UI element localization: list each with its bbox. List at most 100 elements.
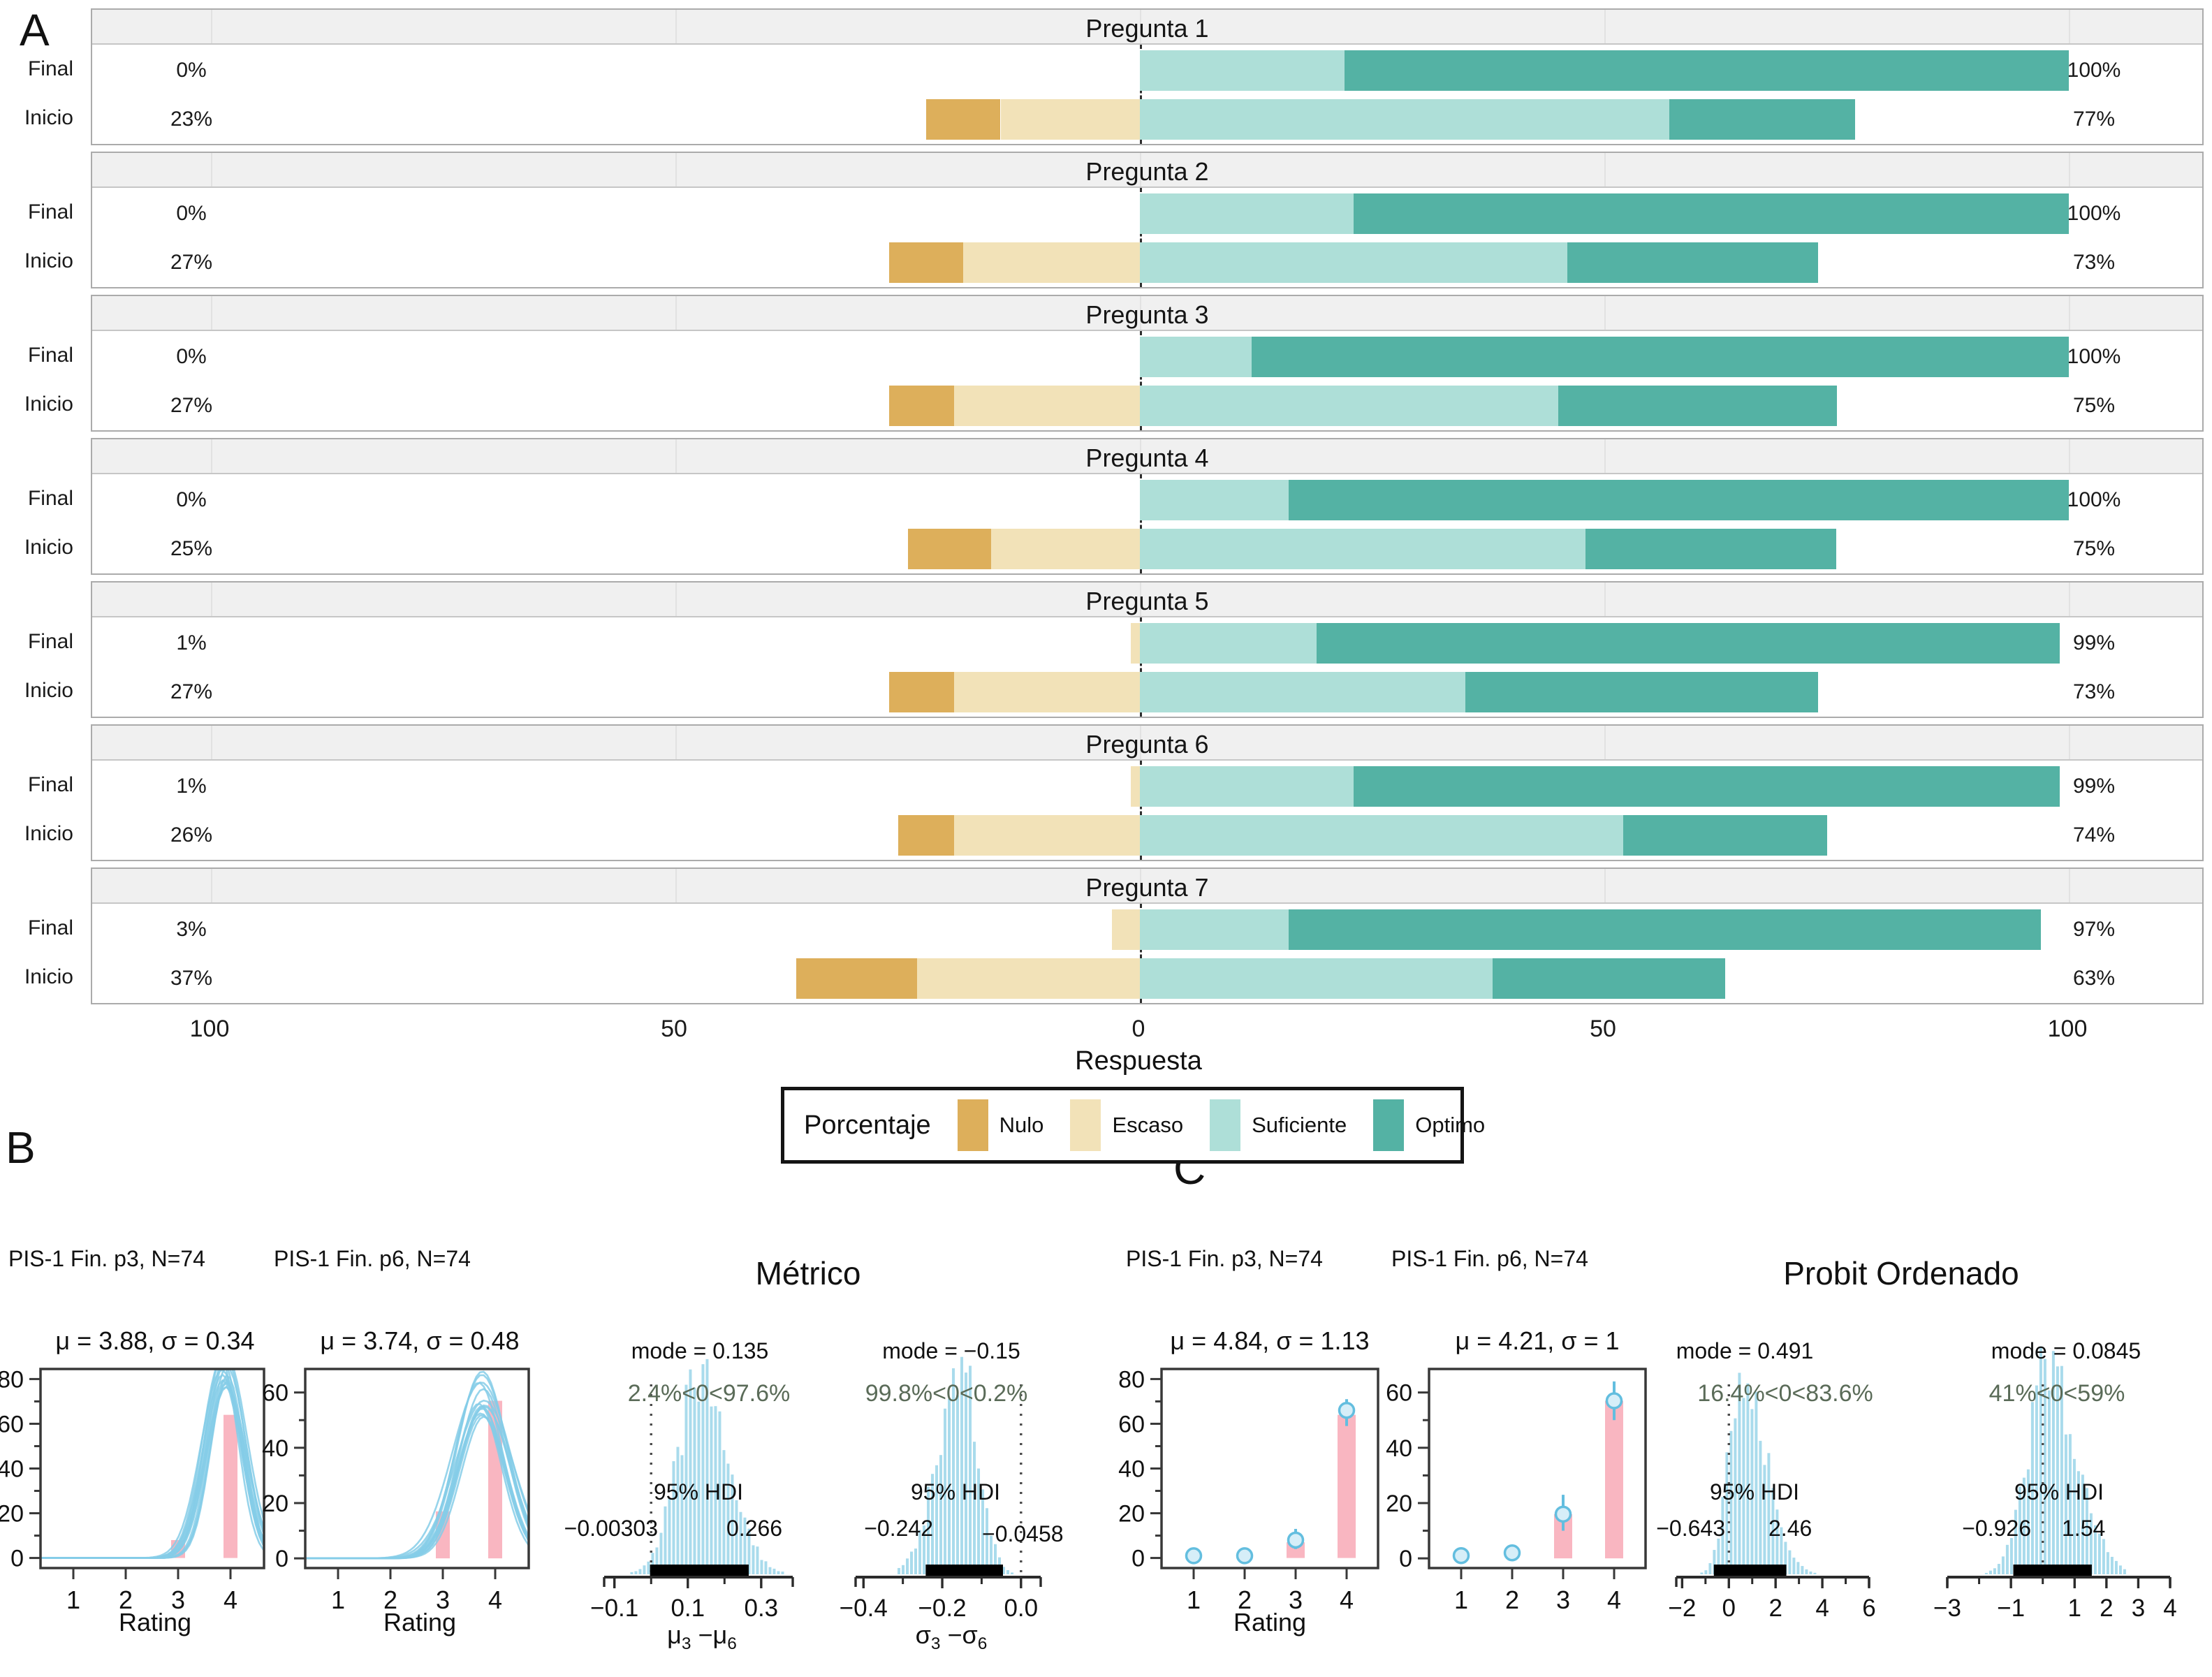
hist-sigma-mode-label: mode = −0.15 <box>882 1338 1020 1363</box>
header-gridline <box>1604 296 1606 330</box>
bar-segment-escaso <box>1130 623 1140 664</box>
header-gridline <box>2069 10 2070 43</box>
right-percent-label: 73% <box>2072 680 2116 703</box>
bar-segment-optimo <box>1251 337 2069 377</box>
hist-mu-hdi-title: 95% HDI <box>653 1479 744 1504</box>
pregunta-header: Pregunta 6 <box>92 726 2202 761</box>
row-label: Inicio <box>24 822 73 845</box>
header-gridline <box>1604 439 1606 473</box>
pink-bar <box>171 1539 185 1558</box>
pregunta-header: Pregunta 5 <box>92 583 2202 617</box>
x-tick-label: 4 <box>1340 1586 1354 1614</box>
left-percent-label: 1% <box>176 631 207 654</box>
bar-segment-optimo <box>1585 529 1837 569</box>
row-label: Inicio <box>24 536 73 559</box>
right-percent-label: 100% <box>2067 59 2121 82</box>
right-percent-label: 77% <box>2072 108 2116 131</box>
plot-c1-subtitle: μ = 4.84, σ = 1.13 <box>1170 1326 1370 1355</box>
header-gridline <box>211 869 212 902</box>
pregunta-body: 3% 97% 37% 63% <box>92 904 2202 1003</box>
legend-item: Suficiente <box>1210 1099 1347 1151</box>
legend-swatch-escaso <box>1070 1099 1101 1151</box>
legend-item: Optimo <box>1373 1099 1485 1151</box>
likert-axis-tick: 50 <box>661 1016 687 1042</box>
point-marker <box>1338 1401 1356 1419</box>
pink-bar <box>436 1511 450 1559</box>
row-label: Final <box>27 487 73 510</box>
point-marker <box>1185 1547 1203 1565</box>
hist-probit1-mode-label: mode = 0.491 <box>1676 1338 1814 1363</box>
bar-segment-escaso <box>1112 909 1140 950</box>
bar-segment-suficiente <box>1140 672 1465 712</box>
plot-b2-xlabel: Rating <box>383 1608 457 1636</box>
row-label: Inicio <box>24 249 73 272</box>
plot-frame <box>39 1368 265 1569</box>
bar-segment-escaso <box>991 529 1140 569</box>
left-percent-label: 27% <box>170 251 213 274</box>
header-gridline <box>2069 439 2070 473</box>
pink-bar <box>1554 1514 1572 1559</box>
header-gridline <box>1140 583 1141 616</box>
bar-segment-suficiente <box>1140 529 1586 569</box>
hist-tick-label: 0 <box>1722 1595 1736 1622</box>
bar-segment-escaso <box>1130 766 1140 807</box>
header-gridline <box>2069 583 2070 616</box>
row-label: Final <box>27 57 73 80</box>
hist-probit1-pct-label: 16.4%<0<83.6% <box>1697 1380 1873 1407</box>
left-percent-label: 0% <box>176 59 207 82</box>
bar-segment-suficiente <box>1140 50 1345 91</box>
likert-axis-tick: 50 <box>1590 1016 1616 1042</box>
hist-sigma-pct-label: 99.8%<0<0.2% <box>865 1380 1028 1407</box>
right-percent-label: 73% <box>2072 251 2116 274</box>
x-tick-label: 4 <box>1607 1586 1621 1614</box>
hist-tick-label: −2 <box>1668 1595 1696 1622</box>
row-label: Inicio <box>24 393 73 416</box>
header-gridline <box>211 296 212 330</box>
pregunta-title: Pregunta 5 <box>1085 587 1209 615</box>
pregunta-header: Pregunta 3 <box>92 296 2202 331</box>
pink-bar <box>1338 1414 1356 1558</box>
bar-segment-optimo <box>1493 958 1725 999</box>
bar-segment-optimo <box>1316 623 2060 664</box>
bar-segment-suficiente <box>1140 766 1354 807</box>
header-gridline <box>675 726 677 759</box>
header-gridline <box>1604 726 1606 759</box>
header-gridline <box>1604 153 1606 186</box>
bar-segment-optimo <box>1344 50 2069 91</box>
header-gridline <box>2069 726 2070 759</box>
y-tick-label: 60 <box>1386 1380 1412 1407</box>
plot-b1-xlabel: Rating <box>118 1608 192 1636</box>
hist-tick-label: 0.1 <box>671 1595 705 1622</box>
y-tick-label: 40 <box>1386 1435 1412 1462</box>
row-label: Inicio <box>24 965 73 988</box>
header-gridline <box>675 296 677 330</box>
x-tick-label: 1 <box>331 1586 345 1614</box>
right-percent-label: 100% <box>2067 488 2121 511</box>
pregunta-group: Pregunta 1 0% 100% 23% 77% <box>91 8 2204 145</box>
left-percent-label: 25% <box>170 537 213 560</box>
bar-segment-optimo <box>1465 672 1818 712</box>
pregunta-group: Pregunta 6 1% 99% 26% 74% <box>91 724 2204 861</box>
hist-sigma-hdi-title: 95% HDI <box>910 1479 1001 1504</box>
pregunta-body: 0% 100% 23% 77% <box>92 45 2202 144</box>
bar-segment-suficiente <box>1140 480 1289 520</box>
pregunta-group: Pregunta 5 1% 99% 27% 73% <box>91 581 2204 718</box>
pregunta-group: Pregunta 3 0% 100% 27% 75% <box>91 295 2204 432</box>
bar-segment-nulo <box>907 529 992 569</box>
hist-probit2-hdi-title: 95% HDI <box>2014 1479 2104 1504</box>
y-tick-label: 40 <box>262 1435 288 1462</box>
hist-mu-pct-label: 2.4%<0<97.6% <box>627 1380 791 1407</box>
header-gridline <box>1140 726 1141 759</box>
hist-tick-label: 4 <box>2163 1595 2176 1622</box>
bar-segment-suficiente <box>1140 193 1354 234</box>
right-percent-label: 75% <box>2072 537 2116 560</box>
plot-c1-title: PIS-1 Fin. p3, N=74 <box>1126 1246 1323 1271</box>
hist-tick-label: 3 <box>2132 1595 2145 1622</box>
left-percent-label: 23% <box>170 108 213 131</box>
header-gridline <box>211 439 212 473</box>
bar-segment-optimo <box>1558 386 1837 426</box>
y-tick-label: 60 <box>0 1411 24 1437</box>
pregunta-title: Pregunta 1 <box>1085 14 1209 43</box>
right-percent-label: 97% <box>2072 918 2116 941</box>
hdi-bar <box>650 1565 749 1576</box>
